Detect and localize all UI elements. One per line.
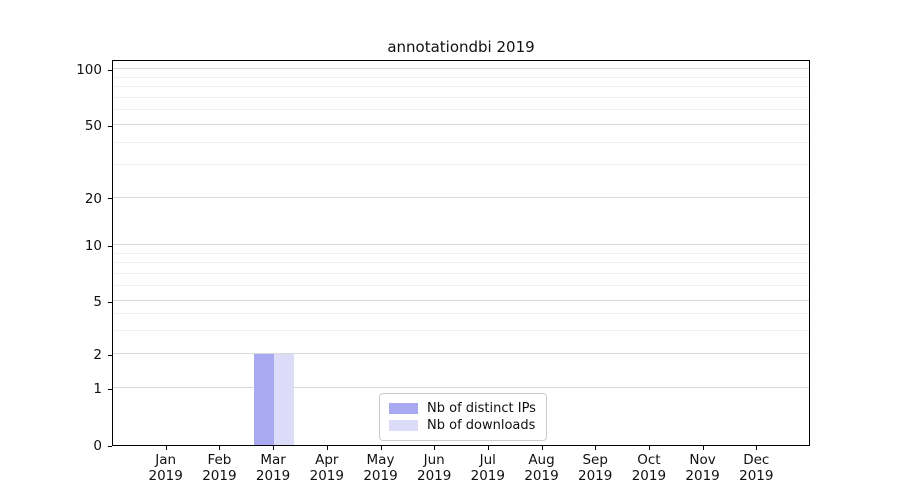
x-tick-year: 2019 (470, 468, 505, 484)
y-tick-label-1: 1 (93, 381, 102, 397)
gridline-minor-40 (113, 141, 809, 143)
gridline-major-10 (113, 244, 809, 245)
bar-nb-of-distinct-ips-mar-2019 (254, 354, 275, 445)
x-tick-year: 2019 (202, 468, 237, 484)
x-tick-label-dec-2019: Dec 2019 (724, 452, 788, 484)
plot-area: Nb of distinct IPs Nb of downloads (112, 60, 810, 446)
gridline-minor-30 (113, 164, 809, 166)
x-tick-mark-jul (487, 446, 489, 450)
legend-rows: Nb of distinct IPs Nb of downloads (389, 400, 536, 434)
chart-title: annotationdbi 2019 (387, 38, 535, 56)
bar-nb-of-downloads-mar-2019 (274, 354, 295, 445)
y-tick-label-5: 5 (93, 294, 102, 310)
x-tick-year: 2019 (578, 468, 613, 484)
x-tick-label-jun-2019: Jun 2019 (402, 452, 466, 484)
x-tick-year: 2019 (685, 468, 720, 484)
gridline-major-20 (113, 196, 809, 198)
x-tick-mark-dec (756, 446, 758, 450)
gridline-minor-80 (113, 86, 809, 87)
y-tick-mark-2 (108, 354, 112, 356)
y-tick-mark-50 (108, 125, 112, 127)
x-tick-label-oct-2019: Oct 2019 (617, 452, 681, 484)
x-tick-label-jul-2019: Jul 2019 (456, 452, 520, 484)
x-tick-year: 2019 (417, 468, 452, 484)
gridline-major-100 (113, 68, 809, 69)
y-tick-label-2: 2 (93, 347, 102, 363)
x-tick-month: Apr (315, 452, 339, 468)
gridline-minor-4 (113, 312, 809, 314)
x-tick-mark-apr (326, 446, 328, 450)
x-tick-year: 2019 (255, 468, 291, 484)
x-tick-label-aug-2019: Aug 2019 (510, 452, 574, 484)
x-tick-month: Jan (155, 452, 177, 468)
x-tick-label-sep-2019: Sep 2019 (563, 452, 627, 484)
gridline-minor-3 (113, 329, 809, 331)
legend: Nb of distinct IPs Nb of downloads (379, 393, 547, 441)
gridline-minor-60 (113, 109, 809, 111)
x-tick-label-may-2019: May 2019 (349, 452, 413, 484)
y-tick-mark-1 (108, 388, 112, 390)
gridline-minor-6 (113, 285, 809, 287)
y-tick-mark-0 (108, 445, 112, 447)
x-tick-mark-jan (165, 446, 167, 450)
legend-row-nb-of-downloads: Nb of downloads (389, 417, 536, 434)
x-tick-mark-sep (595, 446, 597, 450)
x-tick-month: Sep (582, 452, 608, 468)
y-tick-label-0: 0 (93, 438, 102, 454)
x-tick-month: Oct (637, 452, 661, 468)
x-tick-year: 2019 (309, 468, 344, 484)
x-tick-mark-mar (273, 446, 275, 450)
x-tick-month: Mar (260, 452, 286, 468)
x-tick-year: 2019 (363, 468, 398, 484)
y-tick-label-100: 100 (76, 62, 102, 78)
x-tick-month: Nov (689, 452, 716, 468)
x-tick-month: Jul (479, 452, 496, 468)
legend-swatch-nb-of-distinct-ips (389, 403, 418, 414)
gridline-major-2 (113, 353, 809, 354)
x-tick-label-nov-2019: Nov 2019 (671, 452, 735, 484)
x-tick-year: 2019 (631, 468, 667, 484)
gridline-minor-90 (113, 76, 809, 78)
gridline-minor-70 (113, 96, 809, 98)
legend-label-nb-of-distinct-ips: Nb of distinct IPs (427, 400, 536, 416)
x-tick-label-apr-2019: Apr 2019 (295, 452, 359, 484)
x-tick-month: Feb (207, 452, 232, 468)
gridline-major-5 (113, 300, 809, 301)
y-tick-label-20: 20 (84, 190, 102, 207)
x-tick-mark-feb (219, 446, 221, 450)
y-tick-mark-5 (108, 301, 112, 303)
x-tick-month: Jun (423, 452, 445, 468)
x-tick-mark-nov (702, 446, 704, 450)
legend-row-nb-of-distinct-ips: Nb of distinct IPs (389, 400, 536, 417)
x-tick-mark-may (380, 446, 382, 450)
y-tick-mark-20 (108, 198, 112, 199)
gridline-minor-9 (113, 252, 809, 254)
x-tick-month: Aug (528, 452, 555, 468)
y-tick-label-10: 10 (84, 238, 102, 254)
gridline-major-1 (113, 387, 809, 388)
gridline-minor-8 (113, 262, 809, 263)
y-tick-mark-10 (108, 245, 112, 247)
gridline-major-50 (113, 124, 809, 125)
legend-label-nb-of-downloads: Nb of downloads (427, 417, 536, 433)
x-tick-month: Dec (743, 452, 770, 468)
x-tick-year: 2019 (148, 468, 183, 484)
x-tick-mark-jun (434, 446, 436, 450)
x-tick-mark-oct (648, 446, 650, 450)
x-tick-label-feb-2019: Feb 2019 (187, 452, 251, 484)
legend-swatch-nb-of-downloads (389, 420, 418, 431)
x-tick-label-jan-2019: Jan 2019 (134, 452, 198, 484)
x-tick-month: May (366, 452, 395, 468)
x-tick-year: 2019 (524, 468, 559, 484)
y-tick-mark-100 (108, 69, 112, 71)
x-tick-mark-aug (541, 446, 543, 450)
gridline-minor-7 (113, 272, 809, 274)
x-tick-year: 2019 (739, 468, 774, 484)
y-tick-label-50: 50 (84, 118, 102, 134)
x-tick-label-mar-2019: Mar 2019 (241, 452, 305, 484)
